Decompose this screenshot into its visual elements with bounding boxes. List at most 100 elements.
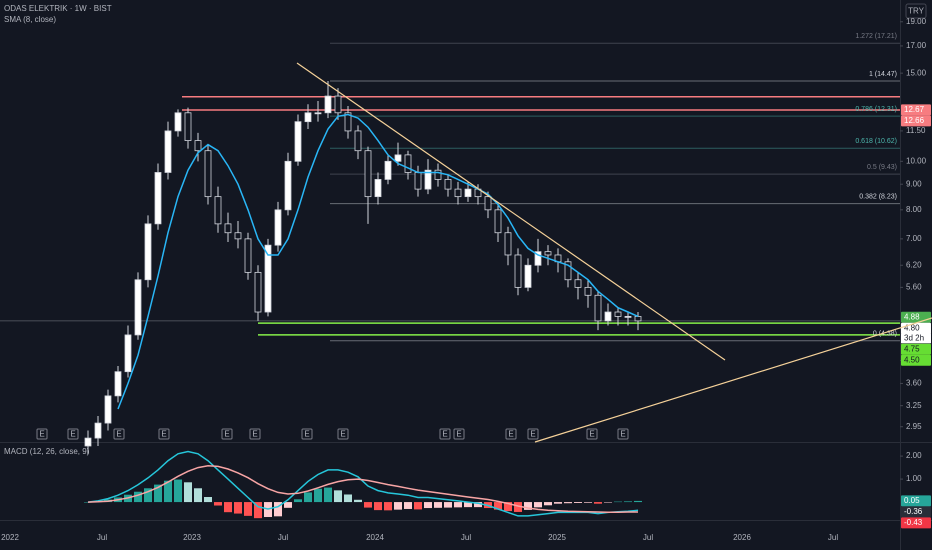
candle-body — [394, 154, 402, 162]
earnings-label[interactable]: E — [224, 430, 229, 439]
candle-body — [164, 130, 172, 173]
earnings-label[interactable]: E — [39, 430, 44, 439]
earnings-marker[interactable] — [113, 428, 125, 440]
fib-label: 0.618 (10.62) — [855, 138, 897, 145]
histogram-bar — [204, 497, 212, 503]
histogram-bar — [274, 502, 282, 517]
y-tick-label: 6.20 — [906, 260, 922, 269]
histogram-bar — [504, 502, 512, 512]
price-box-label: 0.05 — [904, 496, 920, 505]
candle-body — [204, 150, 212, 198]
candle-body — [214, 196, 222, 225]
histogram-bar — [434, 502, 442, 508]
x-tick-label: Jul — [461, 533, 471, 542]
candle-body — [314, 112, 322, 115]
earnings-marker[interactable] — [439, 428, 451, 440]
currency[interactable]: TRY — [908, 7, 925, 16]
earnings-label[interactable]: E — [252, 430, 257, 439]
candle-body — [304, 112, 312, 123]
fib-label: 0 (4.38) — [873, 331, 897, 338]
candle-body — [294, 121, 302, 162]
histogram-bar — [294, 499, 302, 503]
y-tick-label: 19.00 — [906, 17, 927, 26]
y-tick-label: 3.25 — [906, 401, 922, 410]
candle-body — [344, 112, 352, 132]
histogram-bar — [214, 502, 222, 506]
earnings-label[interactable]: E — [70, 430, 75, 439]
earnings-label[interactable]: E — [456, 430, 461, 439]
earnings-label[interactable]: E — [589, 430, 594, 439]
histogram-bar — [144, 488, 152, 503]
x-tick-label: Jul — [278, 533, 288, 542]
earnings-marker[interactable] — [337, 428, 349, 440]
x-tick-label: 2026 — [733, 533, 751, 542]
earnings-marker[interactable] — [453, 428, 465, 440]
earnings-marker[interactable] — [249, 428, 261, 440]
histogram-bar — [554, 502, 562, 504]
candle-body — [584, 286, 592, 296]
histogram-bar — [254, 502, 262, 519]
trend-line — [534, 317, 932, 443]
earnings-label[interactable]: E — [116, 430, 121, 439]
earnings-marker[interactable] — [617, 428, 629, 440]
candle-body — [424, 169, 432, 190]
earnings-label[interactable]: E — [340, 430, 345, 439]
currency-box[interactable] — [905, 3, 927, 19]
price-box-label: 12.66 — [904, 116, 925, 125]
earnings-marker[interactable] — [158, 428, 170, 440]
earnings-label[interactable]: E — [304, 430, 309, 439]
candle-body — [244, 238, 252, 273]
histogram-bar — [154, 484, 162, 503]
earnings-marker[interactable] — [301, 428, 313, 440]
histogram-bar — [424, 502, 432, 509]
candle-body — [544, 251, 552, 256]
candle-body — [84, 437, 92, 447]
candle-body — [374, 179, 382, 198]
price-box-label: 4.80 — [904, 323, 920, 332]
x-tick-label: Jul — [643, 533, 653, 542]
candle-body — [404, 154, 412, 173]
earnings-marker[interactable] — [586, 428, 598, 440]
x-tick-label: Jul — [828, 533, 838, 542]
histogram-bar — [344, 494, 352, 503]
earnings-marker[interactable] — [505, 428, 517, 440]
candle-body — [484, 196, 492, 211]
earnings-marker[interactable] — [67, 428, 79, 440]
earnings-label[interactable]: E — [530, 430, 535, 439]
earnings-marker[interactable] — [36, 428, 48, 440]
fib-label: 1 (14.47) — [869, 71, 897, 78]
earnings-label[interactable]: E — [161, 430, 166, 439]
histogram-bar — [364, 502, 372, 508]
histogram-bar — [514, 502, 522, 512]
y-tick-label: 1.00 — [906, 474, 922, 483]
earnings-label[interactable]: E — [620, 430, 625, 439]
price-box — [901, 495, 931, 507]
histogram-bar — [494, 502, 502, 510]
candle-body — [94, 422, 102, 439]
candle-body — [414, 172, 422, 190]
earnings-label[interactable]: E — [508, 430, 513, 439]
candle-body — [494, 209, 502, 234]
histogram-bar — [414, 502, 422, 510]
histogram-bar — [404, 502, 412, 509]
histogram-bar — [474, 502, 482, 508]
histogram-bar — [354, 499, 362, 503]
histogram-bar — [304, 492, 312, 503]
candle-body — [534, 251, 542, 266]
candle-body — [134, 279, 142, 336]
candle-body — [354, 130, 362, 152]
earnings-marker[interactable] — [527, 428, 539, 440]
y-tick-label: 11.50 — [906, 126, 926, 135]
candle-body — [464, 188, 472, 198]
earnings-marker[interactable] — [221, 428, 233, 440]
sma-legend: SMA (8, close) — [4, 15, 56, 24]
x-tick-label: Jul — [97, 533, 107, 542]
histogram-bar — [634, 500, 642, 503]
y-tick-label: 5.60 — [906, 282, 922, 291]
histogram-bar — [334, 490, 342, 503]
macd-line — [87, 465, 638, 513]
earnings-label[interactable]: E — [442, 430, 447, 439]
y-tick-label: 9.00 — [906, 179, 922, 188]
